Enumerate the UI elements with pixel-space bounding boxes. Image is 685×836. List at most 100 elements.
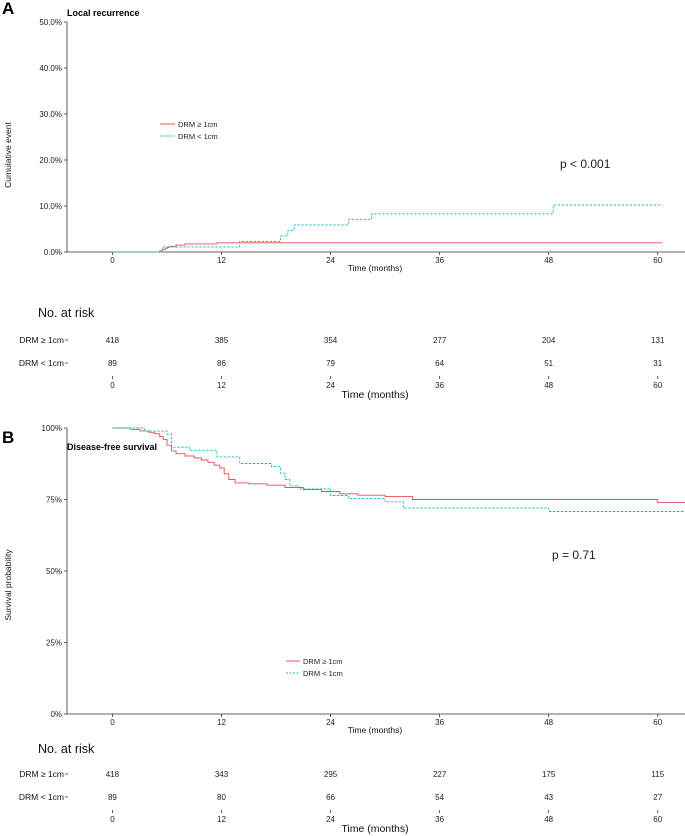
risk-value: 354 [324, 336, 338, 345]
y-tick-label: 75% [46, 496, 62, 505]
risk-x-tick-label: 60 [653, 381, 662, 390]
risk-value: 227 [433, 770, 447, 779]
y-tick-label: 100% [42, 424, 62, 433]
y-tick-label: 50% [46, 567, 62, 576]
risk-value: 131 [651, 336, 665, 345]
risk-value: 86 [217, 359, 226, 368]
y-tick-label: 0% [50, 710, 62, 719]
risk-x-tick-label: 60 [653, 815, 662, 824]
panel-a-ylabel: Cumulative event [3, 122, 13, 188]
panel-b-risk-row-2: 89 80 66 54 43 27 [108, 793, 663, 802]
panel-a-y-axis: 0.0% 10.0% 20.0% 30.0% 40.0% 50.0% [39, 18, 67, 257]
risk-value: 175 [542, 770, 556, 779]
risk-value: 27 [653, 793, 662, 802]
curve-drm-lt-1cm [112, 427, 685, 512]
x-tick-label: 36 [435, 256, 444, 265]
panel-a-risk-xlabel: Time (months) [341, 389, 408, 401]
panel-a: A Local recurrence 0.0% 10.0% 20.0% 30.0% 40… [2, 0, 685, 401]
y-tick-label: 25% [46, 639, 62, 648]
risk-value: 43 [544, 793, 553, 802]
y-tick-label: 40.0% [39, 64, 62, 73]
risk-x-tick-label: 24 [326, 815, 335, 824]
risk-value: 115 [651, 770, 664, 779]
panel-a-curves [112, 204, 663, 253]
risk-value: 54 [435, 793, 444, 802]
x-tick-label: 12 [217, 256, 226, 265]
panel-b-risk-title: No. at risk [38, 742, 95, 756]
risk-value: 204 [542, 336, 556, 345]
panel-b-risk-row-1: 418 343 295 227 175 115 [106, 770, 665, 779]
panel-a-risk-table: No. at risk DRM ≥ 1cm DRM < 1cm 418 385 35… [19, 306, 665, 401]
x-tick-label: 60 [653, 256, 662, 265]
panel-b-risk-x-axis: 0 12 24 36 48 60 [110, 810, 663, 824]
panel-a-risk-row-label-2: DRM < 1cm [19, 358, 64, 368]
risk-value: 277 [433, 336, 447, 345]
x-tick-label: 0 [110, 256, 115, 265]
panel-b: B Disease-free survival 0%25%50%75%100% … [2, 424, 685, 835]
y-tick-label: 10.0% [39, 202, 62, 211]
risk-x-tick-label: 48 [544, 815, 553, 824]
risk-value: 89 [108, 793, 117, 802]
y-tick-label: 30.0% [39, 110, 62, 119]
y-tick-label: 20.0% [39, 156, 62, 165]
y-tick-label: 50.0% [39, 18, 62, 27]
risk-value: 64 [435, 359, 444, 368]
risk-value: 31 [653, 359, 662, 368]
risk-value: 51 [544, 359, 553, 368]
curve-drm-ge-1cm [112, 242, 663, 253]
risk-value: 418 [106, 336, 120, 345]
curve-drm-lt-1cm [112, 204, 663, 253]
risk-x-tick-label: 36 [435, 381, 444, 390]
panel-b-risk-xlabel: Time (months) [341, 823, 408, 835]
panel-a-xlabel: Time (months) [348, 263, 403, 273]
panel-b-y-axis: 0% 25% 50% 75% 100% [42, 424, 67, 719]
panel-a-risk-title: No. at risk [38, 306, 95, 320]
panel-a-x-axis: 0 12 24 36 48 60 [110, 252, 663, 265]
panel-a-title: Local recurrence [67, 8, 140, 18]
risk-x-tick-label: 12 [217, 815, 226, 824]
panel-b-legend: DRM ≥ 1cm DRM < 1cm [286, 657, 343, 678]
risk-value: 343 [215, 770, 229, 779]
x-tick-label: 12 [217, 718, 226, 727]
legend-label-drm-ge-1cm: DRM ≥ 1cm [178, 120, 218, 129]
panel-b-risk-row-label-2: DRM < 1cm [19, 792, 64, 802]
risk-x-tick-label: 12 [217, 381, 226, 390]
panel-a-pvalue: p < 0.001 [560, 157, 611, 171]
panel-b-curves [112, 427, 685, 512]
panel-b-letter: B [2, 428, 14, 447]
panel-b-title: Disease-free survival [67, 442, 157, 452]
panel-b-risk-row-label-1: DRM ≥ 1cm [19, 769, 64, 779]
panel-b-risk-table: No. at risk DRM ≥ 1cm DRM < 1cm 418 343 29… [19, 742, 665, 835]
x-tick-label: 60 [653, 718, 662, 727]
risk-value: 418 [106, 770, 120, 779]
risk-x-tick-label: 0 [110, 381, 115, 390]
panel-b-xlabel: Time (months) [348, 725, 403, 735]
risk-value: 385 [215, 336, 229, 345]
risk-value: 295 [324, 770, 338, 779]
x-tick-label: 48 [544, 718, 553, 727]
panel-a-letter: A [2, 0, 14, 18]
panel-a-risk-x-axis: 0 12 24 36 48 60 [110, 376, 663, 390]
panel-b-ylabel: Survival probability [3, 549, 13, 621]
panel-a-risk-row-label-1: DRM ≥ 1cm [19, 335, 64, 345]
panel-b-pvalue: p = 0.71 [552, 548, 596, 562]
y-tick-label: 0.0% [44, 248, 62, 257]
risk-value: 66 [326, 793, 335, 802]
risk-value: 80 [217, 793, 226, 802]
risk-value: 79 [326, 359, 335, 368]
risk-x-tick-label: 24 [326, 381, 335, 390]
risk-x-tick-label: 48 [544, 381, 553, 390]
x-tick-label: 0 [110, 718, 115, 727]
risk-x-tick-label: 0 [110, 815, 115, 824]
x-tick-label: 24 [326, 718, 335, 727]
x-tick-label: 36 [435, 718, 444, 727]
x-tick-label: 24 [326, 256, 335, 265]
risk-value: 89 [108, 359, 117, 368]
panel-b-x-axis: 0 12 24 36 48 60 [110, 714, 663, 727]
x-tick-label: 48 [544, 256, 553, 265]
legend-label-drm-ge-1cm: DRM ≥ 1cm [303, 657, 343, 666]
panel-a-risk-row-1: 418 385 354 277 204 131 [106, 336, 665, 345]
legend-label-drm-lt-1cm: DRM < 1cm [178, 132, 218, 141]
legend-label-drm-lt-1cm: DRM < 1cm [303, 669, 343, 678]
